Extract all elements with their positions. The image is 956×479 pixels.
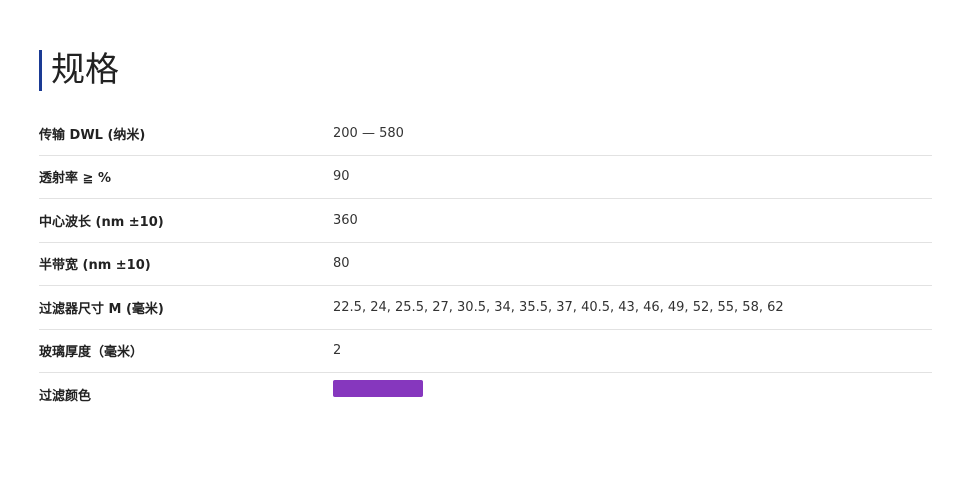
spec-table: 传输 DWL (纳米) 200 — 580 透射率 ≧ % 90 中心波长 (nm ±1… bbox=[39, 112, 932, 417]
filter-color-swatch bbox=[333, 380, 423, 398]
spec-value: 22.5, 24, 25.5, 27, 30.5, 34, 35.5, 37, … bbox=[333, 299, 784, 315]
spec-value: 200 — 580 bbox=[333, 125, 404, 141]
spec-label: 中心波长 (nm ±10) bbox=[39, 214, 164, 230]
spec-row: 透射率 ≧ % 90 bbox=[39, 156, 932, 199]
spec-value: 2 bbox=[333, 343, 342, 359]
page-title: 规格 bbox=[39, 50, 119, 91]
spec-label: 透射率 ≧ % bbox=[39, 171, 111, 187]
spec-row: 过滤颜色 bbox=[39, 373, 932, 417]
spec-value: 90 bbox=[333, 169, 350, 185]
spec-row: 半带宽 (nm ±10) 80 bbox=[39, 243, 932, 286]
spec-label: 过滤颜色 bbox=[39, 389, 92, 405]
spec-label: 过滤器尺寸 M (毫米) bbox=[39, 301, 164, 317]
spec-row: 传输 DWL (纳米) 200 — 580 bbox=[39, 112, 932, 156]
spec-row: 中心波长 (nm ±10) 360 bbox=[39, 199, 932, 243]
spec-label: 半带宽 (nm ±10) bbox=[39, 258, 151, 274]
spec-row: 玻璃厚度（毫米） 2 bbox=[39, 330, 932, 373]
spec-row: 过滤器尺寸 M (毫米) 22.5, 24, 25.5, 27, 30.5, 34… bbox=[39, 286, 932, 330]
spec-value: 360 bbox=[333, 212, 358, 228]
spec-value: 80 bbox=[333, 256, 350, 272]
spec-label: 玻璃厚度（毫米） bbox=[39, 345, 144, 361]
spec-label: 传输 DWL (纳米) bbox=[39, 127, 146, 143]
